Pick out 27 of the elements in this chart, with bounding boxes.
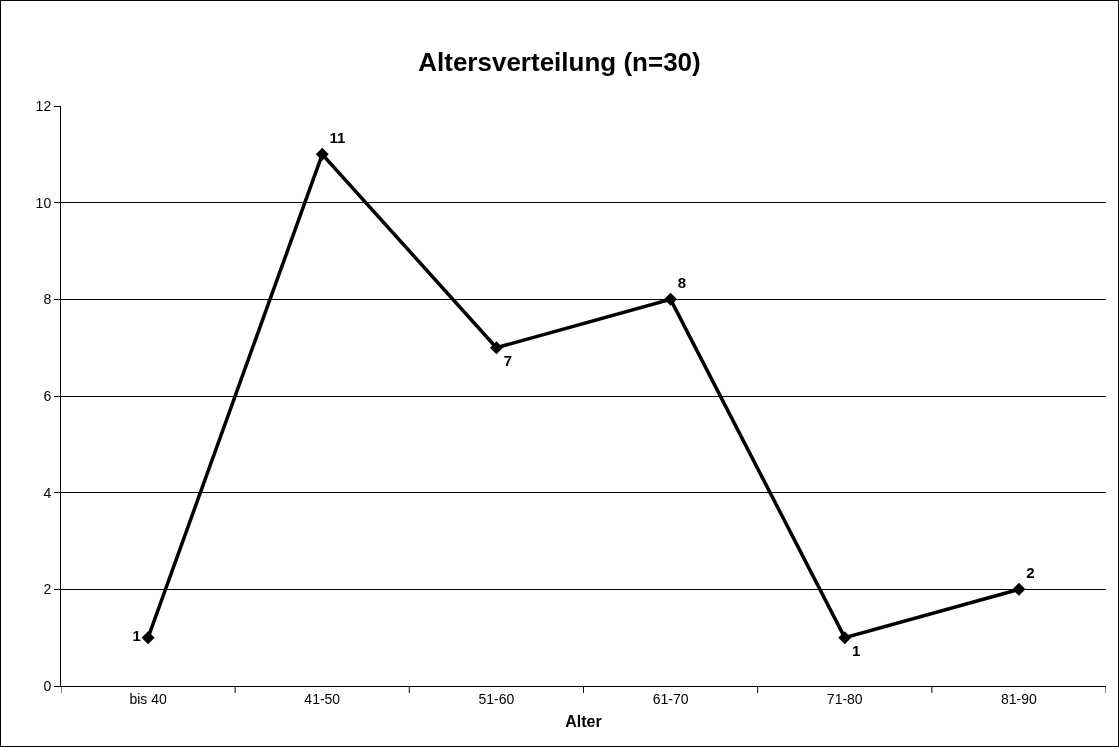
y-tick-label: 0 [43,677,52,694]
y-tick-label: 2 [43,581,52,598]
data-label: 8 [677,274,687,292]
y-tick-label: 6 [43,387,52,404]
y-tick-label: 8 [43,291,52,308]
x-tick-label: 41-50 [304,690,341,707]
point [315,147,329,161]
y-tick-label: 10 [35,194,52,211]
data-label: 1 [852,642,861,660]
y-tick-label: 12 [35,97,52,114]
chart-title: Altersverteilung (n=30) [418,47,701,78]
point [141,631,155,645]
x-tick-label: bis 40 [129,690,167,707]
data-label: 2 [1026,564,1035,582]
x-tick-label: 71-80 [826,690,863,707]
point [489,341,503,355]
x-tick-label: 51-60 [478,690,515,707]
x-axis-title: Alter [565,713,602,731]
y-tick-label: 4 [43,484,52,501]
data-label: 11 [329,129,346,147]
x-tick-label: 81-90 [1001,690,1038,707]
point [664,292,678,306]
data-label: 1 [132,627,141,645]
data-label: 7 [503,352,513,370]
point [838,631,852,645]
x-tick-label: 61-70 [652,690,689,707]
point [1012,582,1026,596]
